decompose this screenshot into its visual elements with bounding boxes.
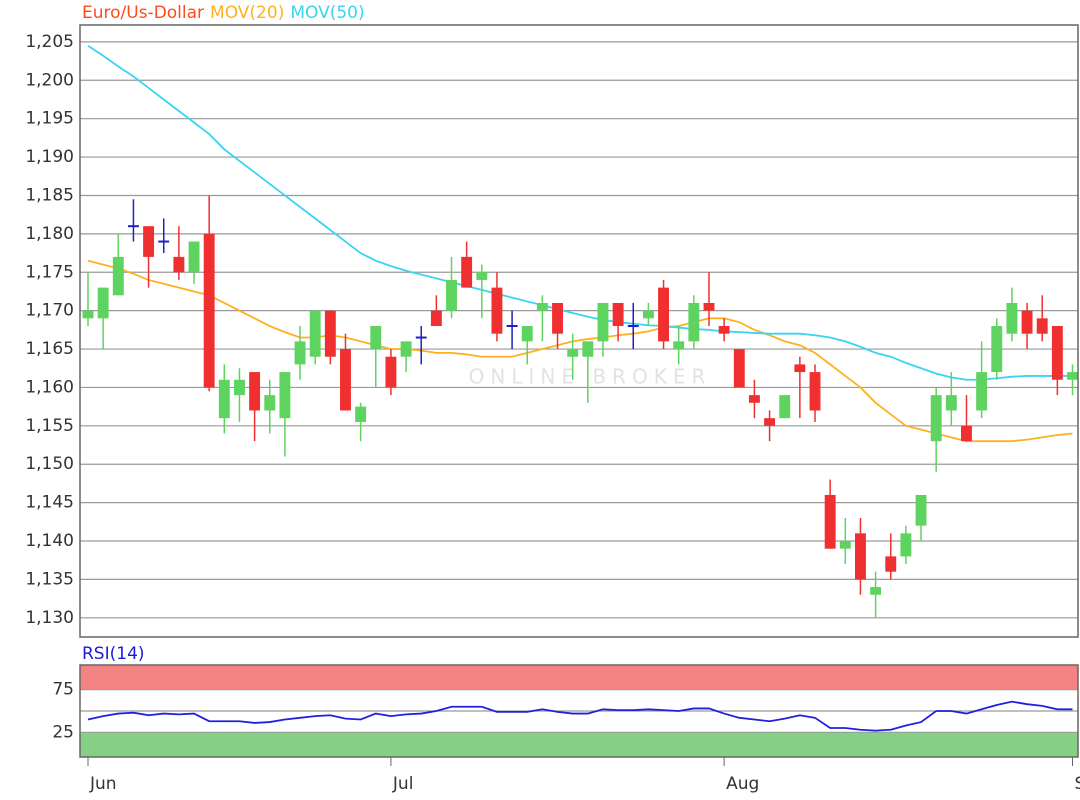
y-tick-label: 1,140 — [25, 531, 74, 551]
candle-body — [309, 310, 321, 357]
candle-body — [1021, 310, 1033, 334]
rsi-line — [87, 700, 1073, 732]
y-tick-label: 1,205 — [25, 32, 74, 52]
candle-body — [143, 226, 155, 257]
candle-body — [900, 533, 912, 557]
candle-body — [264, 395, 276, 411]
moving-average-line — [87, 259, 1073, 443]
candle-body — [718, 326, 730, 334]
candle-body — [355, 406, 367, 422]
panel-title: RSI(14) — [82, 644, 145, 664]
legend-entry: MOV(20) — [210, 3, 284, 23]
candle-body — [991, 326, 1003, 373]
y-tick-label: 1,200 — [25, 70, 74, 90]
y-tick-label: 1,135 — [25, 569, 74, 589]
y-tick-label: 1,175 — [25, 262, 74, 282]
y-tick-label: 1,160 — [25, 377, 74, 397]
candle-body — [430, 310, 442, 327]
y-tick-label: 1,190 — [25, 147, 74, 167]
y-tick-label: 1,130 — [25, 608, 74, 628]
candle-body — [733, 349, 745, 388]
y-tick-label: 1,145 — [25, 493, 74, 513]
candle-body — [567, 349, 579, 357]
candle-body — [824, 494, 836, 549]
moving-average-line — [87, 44, 1073, 381]
candle-body — [1036, 318, 1048, 334]
candle-body — [855, 533, 866, 580]
overbought-zone — [80, 665, 1078, 690]
candle-body — [446, 279, 457, 311]
x-tick-label: Jul — [392, 774, 414, 794]
candle-body — [294, 341, 306, 365]
candle-body — [97, 287, 109, 319]
candle-body — [885, 556, 897, 572]
candle-body — [597, 302, 609, 342]
candle-body — [642, 310, 654, 319]
candle-body — [976, 372, 988, 411]
candle-body — [794, 364, 806, 373]
candle-body — [870, 587, 882, 595]
candle-body — [476, 272, 488, 280]
candle-body — [521, 326, 533, 342]
y-tick-label: 1,170 — [25, 301, 74, 321]
candle-body — [945, 395, 957, 411]
candle-body — [1067, 372, 1078, 380]
candle-body — [188, 241, 200, 273]
y-tick-label: 1,150 — [25, 454, 74, 474]
candle-body — [688, 302, 700, 342]
candle-body — [779, 395, 791, 419]
candle-body — [370, 326, 382, 350]
watermark: ONLINE BROKER — [469, 365, 712, 389]
y-tick-label: 1,180 — [25, 224, 74, 244]
candle-body — [961, 425, 972, 442]
candle-body — [173, 256, 185, 273]
legend-entry: Euro/Us-Dollar — [82, 3, 204, 23]
candle-body — [809, 372, 821, 411]
candle-body — [218, 379, 230, 419]
candle-body — [1006, 302, 1018, 334]
y-tick-label: 1,195 — [25, 109, 74, 129]
plot-frame — [79, 664, 1079, 758]
x-tick-label: Aug — [726, 774, 759, 794]
candle-body — [748, 395, 760, 403]
candle-body — [658, 287, 670, 342]
candle-body — [536, 302, 548, 311]
candle-body — [82, 310, 94, 319]
candle-body — [915, 494, 927, 526]
candle-body — [930, 395, 942, 442]
candle-body — [612, 302, 624, 327]
oversold-zone — [80, 732, 1078, 757]
candle-body — [552, 302, 563, 334]
candle-body — [324, 310, 336, 357]
candle-body — [279, 372, 291, 419]
candle-body — [1051, 326, 1063, 380]
candle-body — [582, 341, 594, 357]
candle-body — [249, 372, 261, 411]
candle-body — [703, 302, 715, 311]
y-tick-label: 25 — [52, 722, 74, 742]
plot-frame — [79, 24, 1079, 638]
y-tick-label: 1,165 — [25, 339, 74, 359]
candle-body — [764, 418, 776, 426]
x-tick-label: S — [1075, 774, 1080, 794]
candle-body — [203, 233, 215, 388]
y-tick-label: 1,185 — [25, 185, 74, 205]
legend-entry: MOV(50) — [290, 3, 364, 23]
candle-body — [385, 356, 397, 388]
candle-body — [461, 256, 473, 288]
candle-body — [234, 379, 245, 396]
y-tick-label: 75 — [52, 680, 74, 700]
candle-body — [839, 541, 851, 549]
candle-body — [673, 341, 685, 350]
x-tick-label: Jun — [89, 774, 117, 794]
y-tick-label: 1,155 — [25, 416, 74, 436]
candle-body — [112, 256, 124, 296]
candle-body — [491, 287, 503, 334]
candle-body — [400, 341, 412, 357]
candle-body — [340, 349, 351, 411]
